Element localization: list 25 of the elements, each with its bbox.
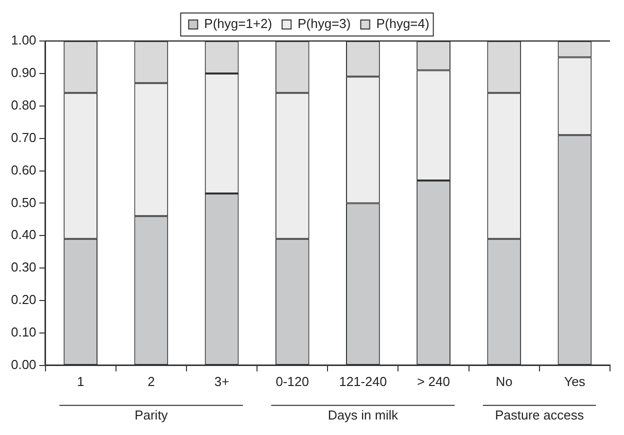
y-tick-label: 0.00	[10, 356, 36, 372]
y-tick-label: 0.50	[10, 194, 36, 210]
legend-label: P(hyg=4)	[376, 16, 430, 32]
x-tick-label: 121-240	[339, 374, 387, 389]
y-tick-label: 0.10	[10, 324, 36, 340]
y-tick-label: 1.00	[10, 32, 36, 48]
y-tick-label: 0.80	[10, 97, 36, 112]
legend-label: P(hyg=3)	[298, 16, 351, 32]
y-tick-label: 0.90	[10, 65, 36, 80]
text: Days in milk	[328, 407, 398, 422]
x-tick-label: No	[496, 374, 512, 389]
y-tick-label: 0.40	[10, 227, 36, 242]
x-tick-label: > 240	[417, 374, 450, 389]
text: Parity	[134, 407, 168, 422]
y-tick-label: 0.70	[10, 130, 36, 145]
x-tick-label: 3+	[214, 374, 230, 389]
y-tick-label: 0.60	[10, 162, 36, 178]
y-tick-label: 0.20	[10, 292, 36, 308]
y-tick-label: 0.30	[10, 260, 36, 275]
legend-label: P(hyg=1+2)	[204, 16, 272, 32]
text: Pasture access	[494, 407, 584, 422]
x-tick-label: 1	[76, 374, 84, 389]
x-tick-label: 0-120	[276, 374, 309, 389]
x-tick-label: 2	[148, 374, 155, 389]
x-tick-label: Yes	[564, 374, 586, 389]
